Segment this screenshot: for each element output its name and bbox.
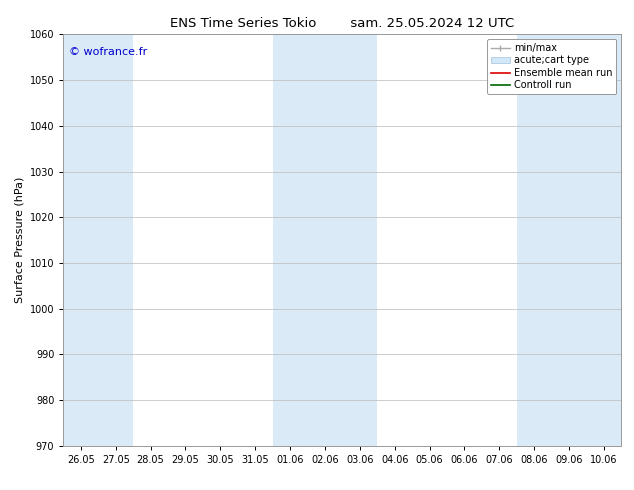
Legend: min/max, acute;cart type, Ensemble mean run, Controll run: min/max, acute;cart type, Ensemble mean … — [487, 39, 616, 94]
Text: © wofrance.fr: © wofrance.fr — [69, 47, 147, 57]
Y-axis label: Surface Pressure (hPa): Surface Pressure (hPa) — [14, 177, 24, 303]
Bar — [273, 34, 377, 446]
Title: ENS Time Series Tokio        sam. 25.05.2024 12 UTC: ENS Time Series Tokio sam. 25.05.2024 12… — [171, 17, 514, 30]
Bar — [517, 34, 621, 446]
Bar — [63, 34, 133, 446]
